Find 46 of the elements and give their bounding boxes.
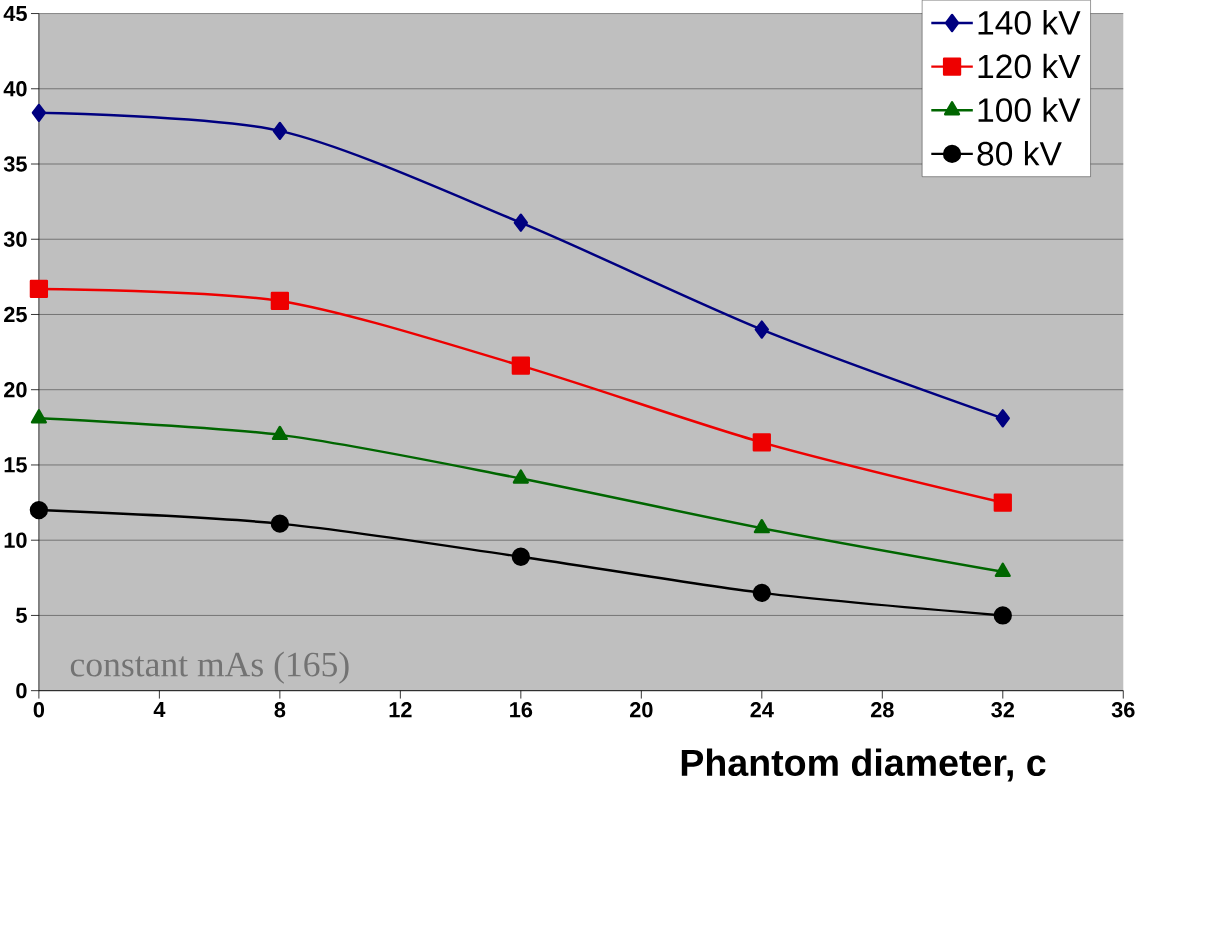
legend-label: 80 kV (977, 140, 1062, 166)
x-axis-title: Phantom diameter, c (681, 748, 1046, 782)
point (29, 279, 49, 299)
legend-label: 120 kV (978, 53, 1081, 79)
y-tick-label: 20 (4, 382, 27, 398)
x-tick-label: 20 (629, 702, 653, 718)
y-tick-label: 35 (3, 156, 27, 172)
point (752, 433, 771, 452)
x-tick-label: 24 (750, 702, 774, 718)
point (994, 562, 1011, 578)
y-tick-label: 15 (4, 457, 27, 473)
y-tick-label: 40 (3, 81, 27, 97)
point (993, 606, 1012, 625)
y-tick-label: 0 (16, 682, 27, 699)
point (513, 213, 529, 232)
point (30, 409, 47, 424)
x-tick-label: 28 (870, 702, 894, 718)
y-tick-label: 10 (4, 532, 27, 548)
annotation: constant mAs (165) (70, 651, 349, 684)
point (511, 547, 530, 566)
point (270, 291, 290, 311)
point (752, 583, 771, 603)
point (754, 320, 769, 339)
point (995, 409, 1010, 428)
legend-label: 140 kV (978, 10, 1081, 35)
x-tick-label: 16 (510, 702, 533, 718)
y-tick-label: 25 (4, 306, 27, 323)
point (511, 356, 530, 375)
x-tick-label: 12 (389, 702, 412, 718)
point (753, 519, 770, 534)
y-tick-label: 45 (3, 5, 27, 22)
point (512, 469, 529, 484)
legend-label: 100 kV (978, 97, 1081, 123)
x-tick-label: 36 (1111, 702, 1135, 718)
y-tick-label: 5 (16, 607, 27, 624)
point (31, 103, 47, 123)
x-tick-label: 4 (153, 702, 166, 718)
point (270, 514, 290, 533)
point (272, 121, 288, 141)
x-tick-label: 0 (33, 702, 45, 718)
point (29, 500, 49, 520)
point (271, 425, 288, 441)
x-tick-label: 8 (274, 702, 286, 718)
point (993, 493, 1012, 512)
y-tick-label: 30 (3, 231, 27, 247)
x-tick-label: 32 (991, 702, 1015, 718)
